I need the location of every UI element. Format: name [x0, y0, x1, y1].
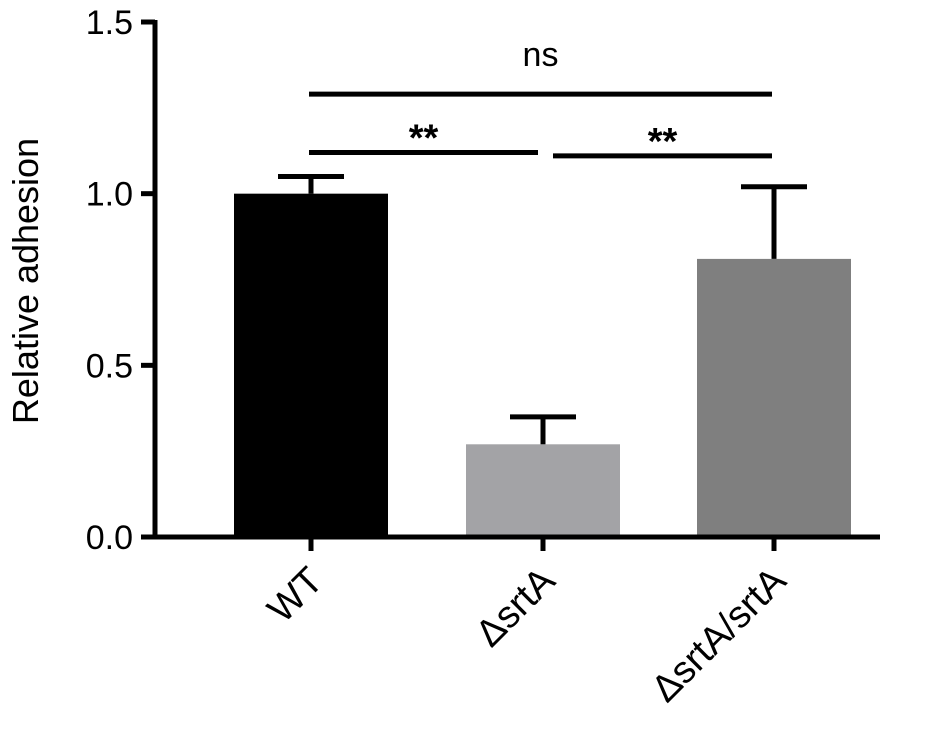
significance-annotations: ns ** ** — [309, 36, 772, 163]
bar-0 — [234, 193, 388, 537]
y-tick-label-1: 0.5 — [86, 347, 133, 385]
x-axis: WT ΔsrtA ΔsrtA/srtA — [153, 534, 880, 710]
significance-label-1: ** — [409, 117, 439, 159]
y-axis-title: Relative adhesion — [5, 138, 46, 424]
plot-area — [234, 174, 851, 537]
bar-2 — [697, 258, 851, 537]
x-tick-label-2: ΔsrtA/srtA — [644, 559, 795, 710]
y-tick-label-2: 1.0 — [86, 176, 133, 214]
y-tick-label-3: 1.5 — [86, 4, 133, 42]
significance-label-0: ns — [523, 36, 559, 74]
x-tick-label-0: WT — [260, 560, 331, 631]
y-tick-label-0: 0.0 — [86, 519, 133, 557]
bar-1 — [466, 444, 620, 537]
significance-label-2: ** — [648, 121, 678, 163]
y-axis: 0.0 0.5 1.0 1.5 — [86, 4, 158, 557]
x-tick-label-1: ΔsrtA — [468, 559, 564, 655]
